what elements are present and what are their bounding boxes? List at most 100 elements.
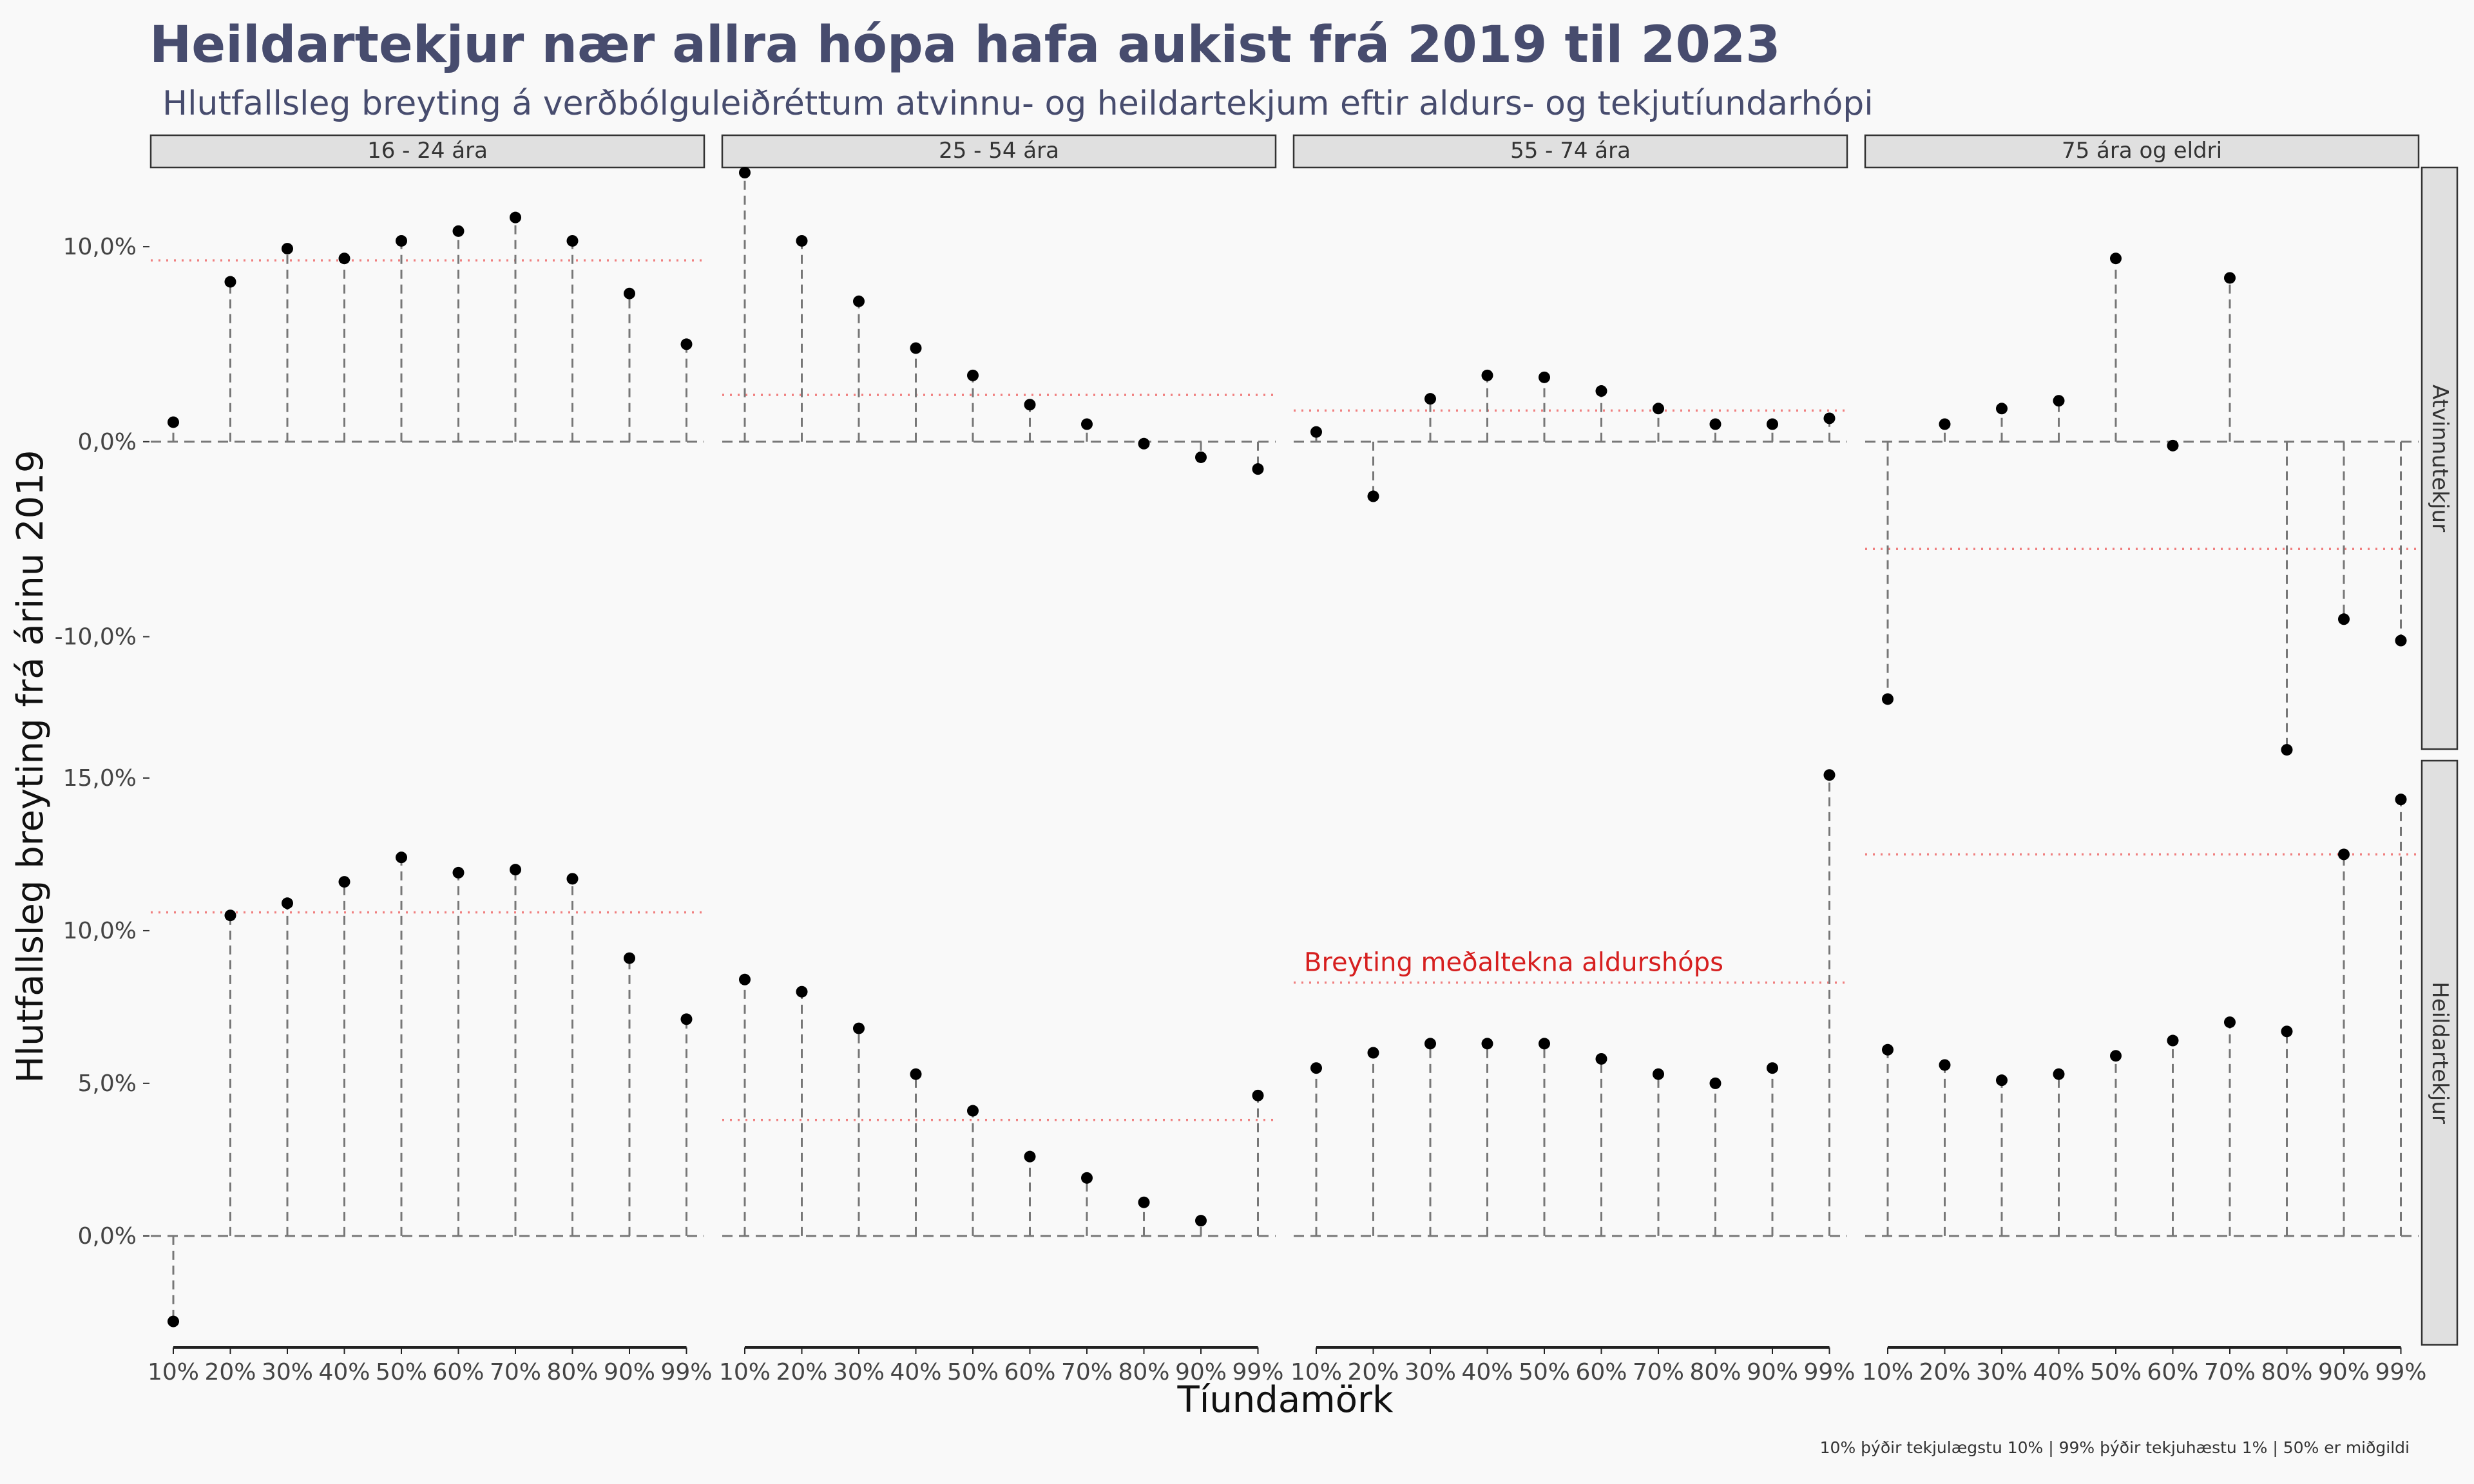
data-point (1424, 1038, 1436, 1050)
chart-caption: 10% þýðir tekjulægstu 10% | 99% þýðir te… (1820, 1438, 2410, 1457)
y-tick-label: 0,0% (78, 1223, 137, 1250)
row-strip-2 (2421, 759, 2459, 1346)
x-tick-label: 30% (1405, 1359, 1456, 1385)
data-point (910, 1068, 922, 1080)
x-tick-label: 90% (1175, 1359, 1227, 1385)
data-point (1595, 1052, 1607, 1065)
x-tick-label: 99% (1803, 1359, 1855, 1385)
data-point (1653, 1068, 1664, 1080)
data-point (510, 864, 521, 876)
row-strip-1 (2421, 166, 2459, 750)
mean-line-annotation: Breyting meðaltekna aldurshóps (1304, 947, 1723, 977)
data-point (2224, 1016, 2236, 1029)
facet-strip-2 (721, 134, 1277, 169)
y-tick-label: 10,0% (63, 918, 137, 944)
chart-subtitle: Hlutfallsleg breyting á verðbólguleiðrét… (162, 84, 1874, 123)
data-point (796, 985, 808, 998)
facet-strip-label: 16 - 24 ára (367, 138, 488, 164)
x-tick-label: 10% (1862, 1359, 1913, 1385)
data-point (680, 338, 693, 350)
x-tick-label: 40% (1461, 1359, 1513, 1385)
x-tick-label: 50% (376, 1359, 427, 1385)
row-strip-label: Heildartekjur (2427, 982, 2453, 1124)
data-point (2281, 1025, 2293, 1038)
x-tick-label: 90% (1747, 1359, 1798, 1385)
data-point (1138, 1196, 1150, 1208)
data-point (1767, 1062, 1778, 1074)
y-tick-label: -10,0% (55, 623, 137, 650)
x-tick-label: 20% (1919, 1359, 1970, 1385)
data-point (2167, 1034, 2179, 1047)
x-tick-label: 10% (719, 1359, 771, 1385)
y-tick-label: 15,0% (63, 765, 137, 792)
x-tick-label: 50% (1519, 1359, 1570, 1385)
x-tick-label: 40% (890, 1359, 941, 1385)
data-point (2338, 613, 2350, 625)
data-point (1882, 693, 1894, 705)
data-point (2053, 395, 2065, 407)
x-tick-label: 60% (1575, 1359, 1627, 1385)
data-point (1539, 371, 1550, 383)
facet-strip-label: 55 - 74 ára (1510, 138, 1631, 164)
x-tick-label: 80% (2261, 1359, 2312, 1385)
data-point (853, 295, 865, 307)
data-point (1823, 769, 1836, 781)
data-point (1595, 385, 1607, 397)
x-tick-label: 20% (1347, 1359, 1399, 1385)
data-point (2395, 634, 2407, 647)
data-point (1195, 1215, 1207, 1227)
x-tick-label: 40% (318, 1359, 370, 1385)
data-point (624, 287, 635, 300)
data-point (739, 167, 751, 178)
data-point (1653, 403, 1664, 415)
x-tick-label: 30% (833, 1359, 885, 1385)
y-tick-label: 10,0% (63, 234, 137, 260)
data-point (452, 866, 465, 879)
data-point (624, 952, 635, 964)
data-point (1252, 463, 1264, 475)
data-point (1024, 399, 1036, 411)
data-point (910, 342, 922, 354)
data-point (2053, 1068, 2065, 1080)
x-tick-label: 20% (776, 1359, 827, 1385)
data-point (1310, 426, 1322, 438)
data-point (2224, 272, 2236, 284)
data-point (1823, 412, 1836, 424)
x-tick-label: 50% (947, 1359, 999, 1385)
data-point (2110, 252, 2122, 265)
x-axis-title: Tíundamörk (1177, 1379, 1394, 1421)
data-point (1310, 1062, 1322, 1074)
x-tick-label: 80% (1689, 1359, 1741, 1385)
data-point (680, 1013, 693, 1025)
data-point (1996, 403, 2008, 415)
x-tick-label: 50% (2090, 1359, 2142, 1385)
chart-title: Heildartekjur nær allra hópa hafa aukist… (149, 16, 1781, 74)
data-point (1882, 1043, 1894, 1056)
data-point (566, 873, 579, 885)
data-point (452, 225, 465, 237)
data-point (1424, 393, 1436, 405)
x-tick-label: 99% (2375, 1359, 2426, 1385)
x-tick-label: 99% (1232, 1359, 1283, 1385)
data-point (168, 1315, 179, 1327)
data-point (1024, 1150, 1036, 1163)
data-point (338, 876, 350, 888)
x-tick-label: 10% (1290, 1359, 1342, 1385)
data-point (1939, 418, 1951, 430)
data-point (224, 909, 236, 922)
facet-strip-3 (1292, 134, 1848, 169)
data-point (168, 416, 179, 428)
x-tick-label: 90% (604, 1359, 655, 1385)
data-point (796, 234, 808, 247)
x-tick-label: 90% (2318, 1359, 2370, 1385)
data-point (739, 973, 751, 985)
data-point (282, 897, 293, 909)
data-point (1138, 437, 1150, 450)
data-point (2338, 848, 2350, 861)
x-tick-label: 70% (490, 1359, 541, 1385)
data-point (1539, 1038, 1550, 1050)
data-point (1709, 1077, 1721, 1089)
data-point (224, 276, 236, 288)
facet-strip-4 (1864, 134, 2420, 169)
